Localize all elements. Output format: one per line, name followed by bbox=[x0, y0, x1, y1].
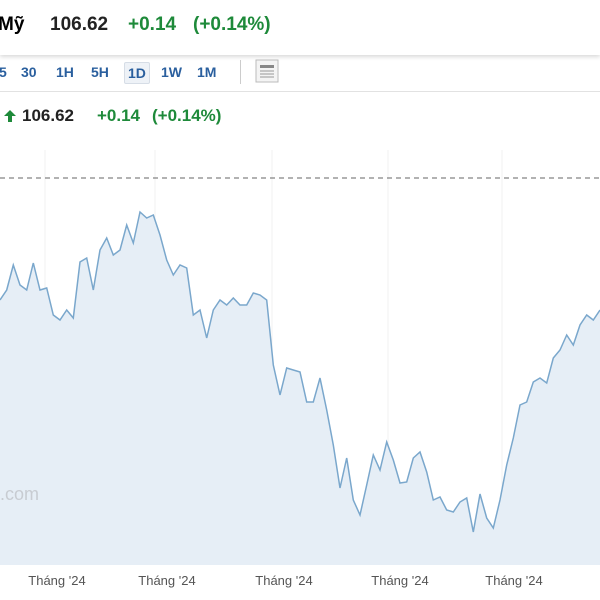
timeframe-button[interactable]: 1D bbox=[124, 62, 150, 84]
title: Mỹ bbox=[0, 14, 25, 35]
x-tick-label: Tháng '24 bbox=[28, 573, 85, 588]
table-icon[interactable] bbox=[255, 59, 279, 83]
timeframe-button[interactable]: 1W bbox=[161, 64, 182, 80]
timeframe-button[interactable]: 5 bbox=[0, 64, 7, 80]
x-tick-label: Tháng '24 bbox=[371, 573, 428, 588]
timeframe-button[interactable]: 1M bbox=[197, 64, 217, 80]
quote-change: +0.14 bbox=[97, 106, 141, 125]
up-arrow bbox=[4, 110, 16, 122]
timeframe-button[interactable]: 30 bbox=[21, 64, 37, 80]
divider bbox=[0, 91, 600, 92]
header: Mỹ 106.62 +0.14 (+0.14%) bbox=[0, 0, 600, 55]
timeframe-button[interactable]: 1H bbox=[56, 64, 74, 80]
watermark: .com bbox=[0, 484, 39, 504]
separator bbox=[240, 60, 241, 84]
x-tick-label: Tháng '24 bbox=[255, 573, 312, 588]
price-line bbox=[0, 210, 600, 533]
quote-price: 106.62 bbox=[22, 106, 74, 125]
quote-change-pct: (+0.14%) bbox=[152, 106, 222, 125]
x-tick-label: Tháng '24 bbox=[485, 573, 542, 588]
change-pct: (+0.14%) bbox=[193, 14, 271, 35]
change: +0.14 bbox=[128, 14, 177, 35]
area bbox=[0, 212, 600, 565]
price: 106.62 bbox=[50, 14, 109, 35]
timeframe-button[interactable]: 5H bbox=[91, 64, 109, 80]
x-tick-label: Tháng '24 bbox=[138, 573, 195, 588]
